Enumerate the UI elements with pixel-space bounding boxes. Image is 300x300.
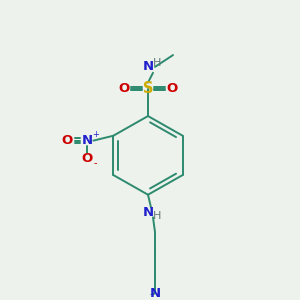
Text: N: N [142,206,154,219]
Text: N: N [82,134,93,147]
Text: H: H [153,212,161,221]
Text: S: S [143,81,153,96]
Text: O: O [118,82,130,95]
Text: N: N [142,60,154,74]
Text: O: O [82,152,93,165]
Text: O: O [62,134,73,147]
Text: +: + [92,130,99,139]
Text: O: O [167,82,178,95]
Text: -: - [94,158,97,168]
Text: H: H [153,58,161,68]
Text: N: N [149,286,161,300]
